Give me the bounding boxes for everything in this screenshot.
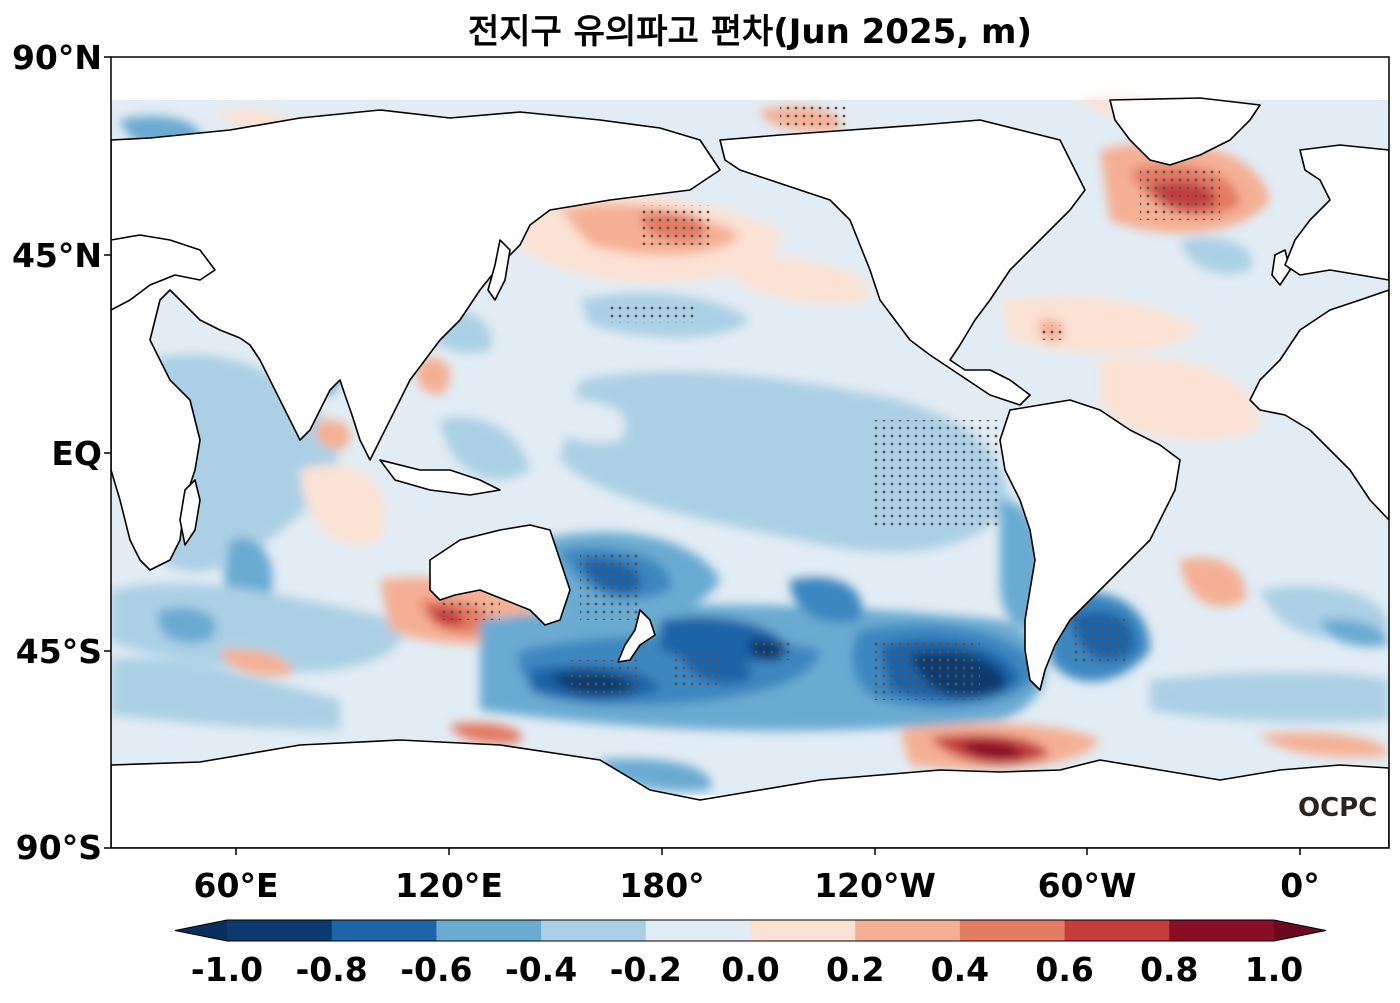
landmass-greenland bbox=[1109, 97, 1261, 166]
significance-stipple bbox=[150, 102, 1220, 700]
land bbox=[111, 97, 1389, 848]
landmass-south-america bbox=[999, 399, 1181, 691]
colorbar-tick-label: -0.2 bbox=[609, 950, 682, 989]
landmass-japan bbox=[487, 239, 511, 301]
colorbar-bin bbox=[959, 920, 1066, 941]
colorbar bbox=[174, 919, 1327, 942]
landmass-eurasia-africa bbox=[111, 109, 721, 571]
axis-ticks bbox=[104, 56, 1301, 855]
landmass-australia bbox=[429, 524, 571, 626]
colorbar-outline bbox=[174, 919, 1327, 942]
lat-label-45n: 45°N bbox=[11, 236, 102, 275]
colorbar-bin bbox=[1064, 920, 1170, 941]
colorbar-tick-label: 0.4 bbox=[930, 950, 990, 989]
lon-label-0: 0° bbox=[1280, 866, 1320, 905]
landmass-indonesia bbox=[379, 459, 501, 496]
lon-label-120w: 120°W bbox=[814, 866, 936, 905]
landmass-madagascar bbox=[179, 479, 201, 546]
lat-label-eq: EQ bbox=[51, 434, 102, 473]
landmass-europe-east bbox=[1284, 144, 1389, 281]
colorbar-bin bbox=[645, 920, 751, 941]
colorbar-bin bbox=[436, 920, 542, 941]
colorbar-tick-label: -1.0 bbox=[190, 950, 264, 989]
landmass-antarctica bbox=[111, 739, 1389, 848]
map-title: 전지구 유의파고 편차(Jun 2025, m) bbox=[468, 12, 1032, 52]
lat-label-90s: 90°S bbox=[15, 828, 102, 867]
colorbar-bin bbox=[855, 920, 961, 941]
landmass-britain bbox=[1271, 249, 1291, 286]
colorbar-over-arrow bbox=[1274, 920, 1326, 941]
lon-label-60e: 60°E bbox=[193, 866, 279, 905]
colorbar-tick-label: 0.2 bbox=[825, 950, 885, 989]
landmass-africa-west bbox=[1249, 289, 1389, 521]
colorbar-tick-label: -0.4 bbox=[505, 950, 578, 989]
landmass-north-america bbox=[719, 119, 1086, 406]
colorbar-bin bbox=[750, 920, 856, 941]
colorbar-tick-label: 0.6 bbox=[1035, 950, 1094, 989]
lat-label-45s: 45°S bbox=[15, 632, 102, 671]
colorbar-bin bbox=[331, 920, 437, 941]
lon-label-60w: 60°W bbox=[1037, 866, 1137, 905]
lon-label-120e: 120°E bbox=[395, 866, 503, 905]
colorbar-tick-label: 0.8 bbox=[1140, 950, 1199, 989]
colorbar-tick-label: -0.8 bbox=[295, 950, 368, 989]
colorbar-tick-label: 0.0 bbox=[721, 950, 780, 989]
colorbar-bin bbox=[227, 920, 333, 941]
ocpc-logo: OCPC bbox=[1298, 793, 1378, 823]
lat-label-90n: 90°N bbox=[11, 38, 102, 77]
colorbar-tick-label: -0.6 bbox=[400, 950, 473, 989]
colorbar-tick-label: 1.0 bbox=[1244, 950, 1304, 989]
landmass-new-zealand bbox=[617, 609, 656, 663]
landmass-europe-tail bbox=[111, 234, 216, 311]
lon-label-180: 180° bbox=[619, 866, 705, 905]
colorbar-bin bbox=[1169, 920, 1275, 941]
map-field bbox=[111, 97, 1389, 848]
colorbar-under-arrow bbox=[175, 920, 227, 941]
colorbar-bin bbox=[541, 920, 647, 941]
